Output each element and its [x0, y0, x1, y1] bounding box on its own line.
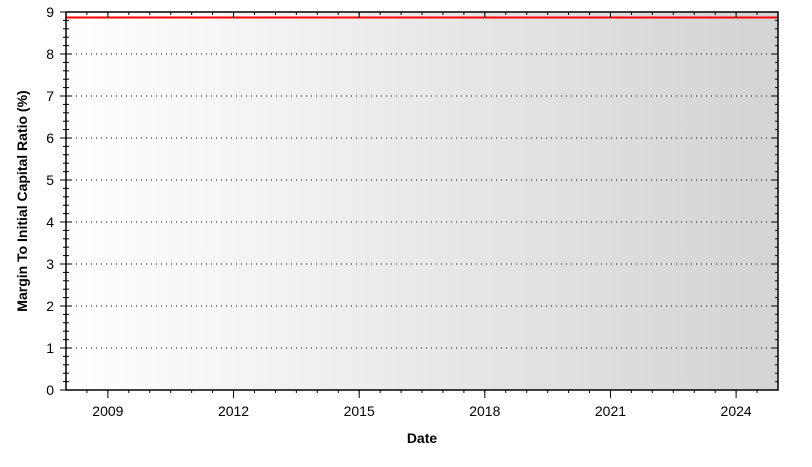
- x-tick-label: 2024: [721, 403, 752, 419]
- y-tick-label: 6: [46, 130, 54, 146]
- x-tick-label: 2018: [469, 403, 500, 419]
- y-tick-label: 8: [46, 46, 54, 62]
- x-tick-label: 2015: [344, 403, 375, 419]
- plot-area: [66, 12, 778, 390]
- y-tick-label: 7: [46, 88, 54, 104]
- x-tick-label: 2021: [595, 403, 626, 419]
- y-tick-label: 4: [46, 214, 54, 230]
- y-axis-label: Margin To Initial Capital Ratio (%): [14, 90, 30, 311]
- x-tick-label: 2012: [218, 403, 249, 419]
- plot-frame: [65, 11, 779, 391]
- x-tick-label: 2009: [92, 403, 123, 419]
- x-axis-label: Date: [407, 430, 438, 446]
- y-tick-label: 2: [46, 298, 54, 314]
- y-tick-label: 1: [46, 340, 54, 356]
- y-tick-label: 3: [46, 256, 54, 272]
- y-tick-label: 5: [46, 172, 54, 188]
- y-tick-label: 9: [46, 4, 54, 20]
- y-tick-label: 0: [46, 382, 54, 398]
